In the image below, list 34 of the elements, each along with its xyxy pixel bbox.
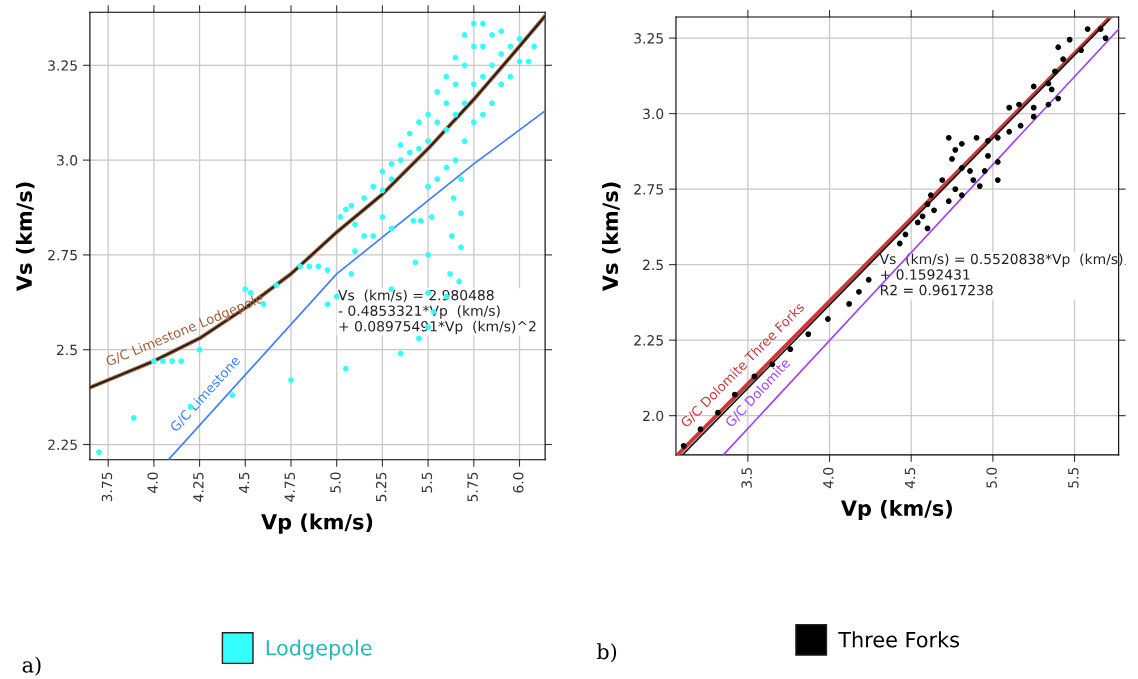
text: b)	[596, 643, 617, 663]
y-tick-label: 2.5	[57, 344, 77, 356]
x-tick-label: 5.0	[986, 467, 997, 488]
x-tick-label: 3.75	[101, 472, 113, 502]
y-tick-label: 3.0	[643, 108, 664, 120]
y-tick-label: 3.25	[634, 33, 663, 44]
x-tick-label: 5.5	[1068, 467, 1079, 488]
y-tick-label: 2.75	[634, 184, 663, 195]
y-axis-title: Vs (km/s)	[601, 182, 621, 292]
x-tick-label: 4.5	[904, 467, 916, 489]
x-tick-label: 4.25	[193, 472, 204, 502]
x-tick-label: 5.25	[375, 472, 387, 502]
x-tick-label: 5.0	[330, 472, 341, 493]
y-tick-label: 2.75	[48, 249, 77, 261]
x-tick-label: 6.0	[513, 472, 524, 493]
x-tick-label: 4.0	[147, 472, 158, 493]
x-tick-label: 4.75	[284, 472, 296, 502]
x-axis-title: Vp (km/s)	[840, 499, 952, 521]
x-tick-label: 4.0	[823, 467, 834, 489]
x-tick-label: 4.5	[239, 472, 250, 493]
y-tick-label: 2.25	[634, 335, 663, 346]
y-tick-label: 3.25	[48, 60, 77, 71]
text: a)	[22, 656, 41, 676]
legend-label: Three Forks	[838, 631, 959, 648]
y-axis-title: Vs (km/s)	[15, 182, 35, 292]
x-axis-title: Vp (km/s)	[261, 513, 373, 534]
legend-label: Lodgepole	[266, 639, 372, 660]
y-tick-label: 2.0	[643, 410, 664, 422]
y-tick-label: 2.5	[643, 259, 663, 271]
x-tick-label: 5.75	[467, 472, 478, 502]
y-tick-label: 3.0	[57, 155, 78, 166]
x-tick-label: 3.5	[741, 467, 752, 488]
y-tick-label: 2.25	[48, 439, 77, 450]
x-tick-label: 5.5	[421, 472, 433, 493]
